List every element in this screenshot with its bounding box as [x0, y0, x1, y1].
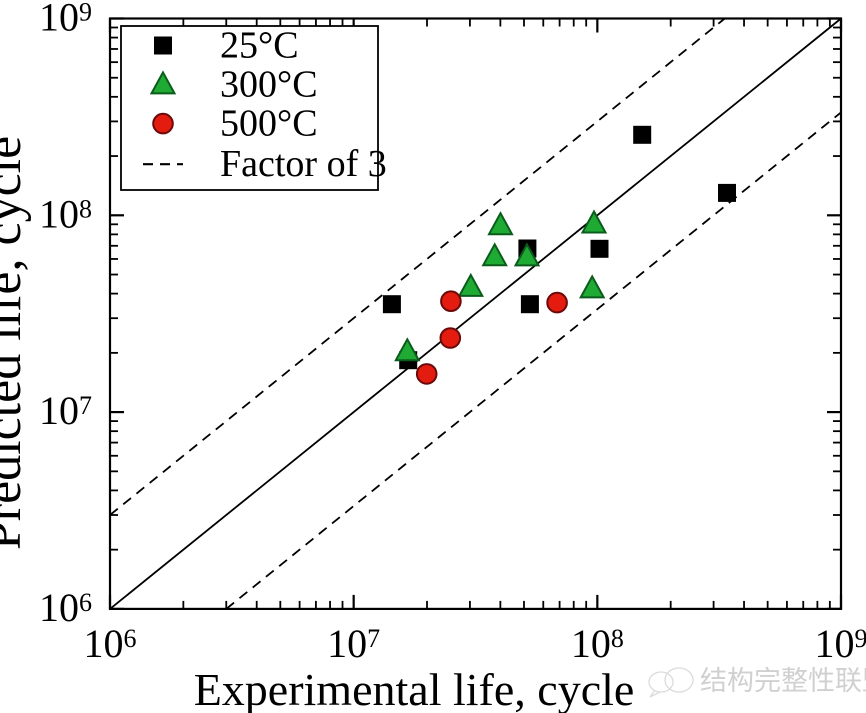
svg-text:Factor of 3: Factor of 3	[220, 143, 387, 185]
svg-text:Experimental life, cycle: Experimental life, cycle	[194, 664, 635, 713]
svg-text:106: 106	[84, 621, 137, 666]
svg-text:500°C: 500°C	[220, 103, 318, 145]
svg-text:107: 107	[327, 621, 380, 666]
svg-text:109: 109	[815, 621, 866, 666]
svg-text:107: 107	[39, 388, 92, 433]
svg-text:25°C: 25°C	[220, 25, 299, 67]
svg-text:300°C: 300°C	[220, 64, 318, 106]
svg-text:108: 108	[39, 191, 92, 236]
svg-text:结构完整性联盟: 结构完整性联盟	[700, 666, 866, 696]
svg-text:109: 109	[39, 0, 92, 40]
svg-text:Predicted life, cycle: Predicted life, cycle	[0, 136, 32, 550]
svg-text:108: 108	[571, 621, 624, 666]
